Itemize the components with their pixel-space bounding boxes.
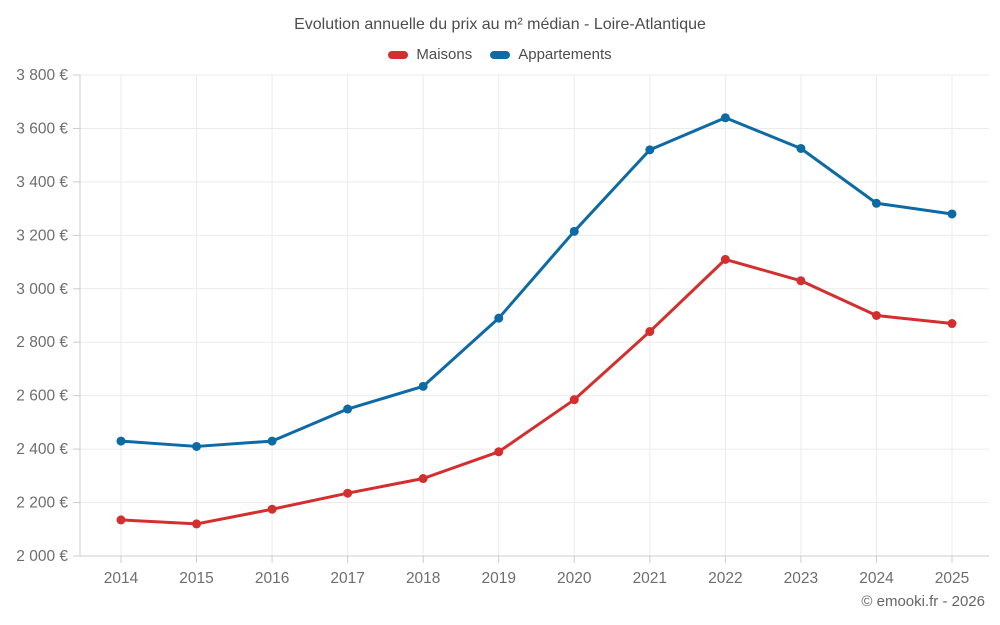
maisons-point-2020[interactable] [569,395,579,405]
maisons-point-2022[interactable] [720,254,730,264]
y-axis-label: 3 000 € [16,281,68,298]
maisons-point-2019[interactable] [494,447,504,457]
y-axis-label: 2 000 € [16,548,68,565]
legend-label-appartements: Appartements [518,46,612,63]
x-axis-label: 2021 [633,570,667,587]
appartements-point-2023[interactable] [796,143,806,153]
y-axis-label: 3 400 € [16,174,68,191]
maisons-point-2021[interactable] [645,327,655,337]
y-axis-label: 2 800 € [16,334,68,351]
y-axis-label: 2 600 € [16,388,68,405]
maisons-point-2016[interactable] [267,504,277,514]
y-axis-label: 2 200 € [16,495,68,512]
chart-legend: Maisons Appartements [0,46,1000,63]
y-axis-label: 3 200 € [16,227,68,244]
legend-label-maisons: Maisons [416,46,473,63]
y-axis-label: 3 800 € [16,67,68,84]
appartements-point-2015[interactable] [192,441,202,451]
maisons-point-2018[interactable] [418,474,428,484]
appartements-point-2018[interactable] [418,381,428,391]
appartements-point-2025[interactable] [947,209,957,219]
legend-item-maisons[interactable]: Maisons [388,46,472,63]
maisons-point-2025[interactable] [947,319,957,329]
x-axis-label: 2024 [859,570,894,587]
appartements-point-2021[interactable] [645,145,655,155]
x-axis-label: 2022 [708,570,742,587]
appartements-point-2019[interactable] [494,313,504,323]
x-axis-label: 2015 [179,570,213,587]
appartements-point-2020[interactable] [569,226,579,236]
y-axis-label: 2 400 € [16,441,68,458]
x-axis-label: 2018 [406,570,440,587]
appartements-point-2017[interactable] [343,404,353,414]
x-axis-label: 2014 [104,570,139,587]
footer-credit: © emooki.fr - 2026 [861,593,985,610]
y-axis-label: 3 600 € [16,120,68,137]
maisons-point-2015[interactable] [192,519,202,529]
maisons-point-2017[interactable] [343,488,353,498]
legend-swatch-maisons [388,50,409,59]
chart-title: Evolution annuelle du prix au m² médian … [294,16,706,33]
appartements-point-2022[interactable] [720,113,730,123]
x-axis-label: 2025 [935,570,969,587]
appartements-point-2016[interactable] [267,436,277,446]
appartements-point-2014[interactable] [116,436,126,446]
maisons-point-2023[interactable] [796,276,806,286]
x-axis-label: 2017 [330,570,364,587]
maisons-point-2024[interactable] [871,311,881,320]
legend-swatch-appartements [490,50,511,59]
maisons-point-2014[interactable] [116,515,126,525]
x-axis-label: 2020 [557,570,592,587]
legend-item-appartements[interactable]: Appartements [490,46,612,63]
x-axis-label: 2019 [481,570,515,587]
appartements-point-2024[interactable] [871,198,881,208]
appartements-line [119,116,954,448]
x-axis-label: 2016 [255,570,289,587]
x-axis-label: 2023 [784,570,818,587]
maisons-line [119,257,954,526]
